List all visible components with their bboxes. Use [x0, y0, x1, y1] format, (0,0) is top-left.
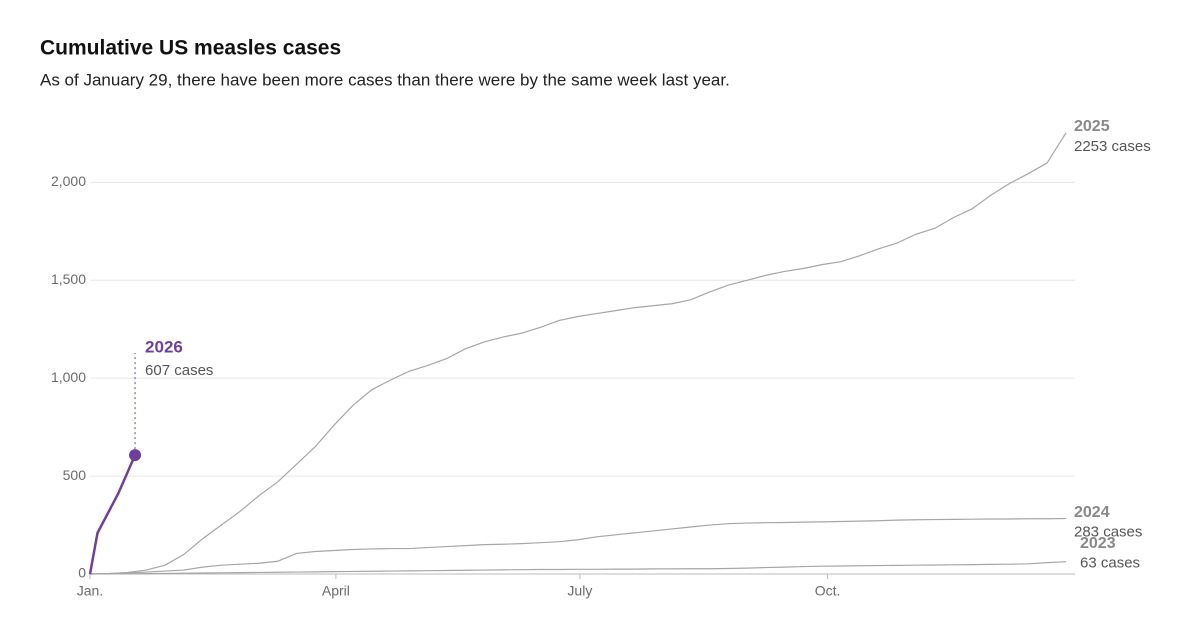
- series-line: [89, 561, 1067, 575]
- legend-label: 2026: [145, 337, 183, 356]
- end-point: [129, 449, 142, 462]
- chart-title: Cumulative US measles cases: [40, 37, 341, 60]
- y-tick-label: 0: [78, 565, 86, 581]
- legend-label: 2025: [1074, 118, 1110, 135]
- end-label: 63 cases: [1080, 555, 1140, 572]
- legend-label: 2023: [1080, 535, 1116, 552]
- x-tick-label: July: [567, 583, 592, 599]
- series-line: [89, 517, 1067, 575]
- end-label: 607 cases: [145, 362, 213, 379]
- y-tick-label: 500: [63, 467, 87, 483]
- y-tick-label: 1,000: [51, 369, 86, 385]
- end-label: 2253 cases: [1074, 138, 1151, 155]
- x-tick-label: April: [322, 583, 350, 599]
- chart-subtitle: As of January 29, there have been more c…: [40, 70, 730, 89]
- y-tick-label: 1,500: [51, 271, 86, 287]
- x-tick-label: Jan.: [77, 583, 103, 599]
- series-line: [89, 132, 1067, 575]
- series-line: [88, 454, 137, 575]
- legend-label: 2024: [1074, 504, 1110, 521]
- y-tick-label: 2,000: [51, 173, 86, 189]
- x-tick-label: Oct.: [815, 583, 841, 599]
- end-label: 283 cases: [1074, 524, 1142, 541]
